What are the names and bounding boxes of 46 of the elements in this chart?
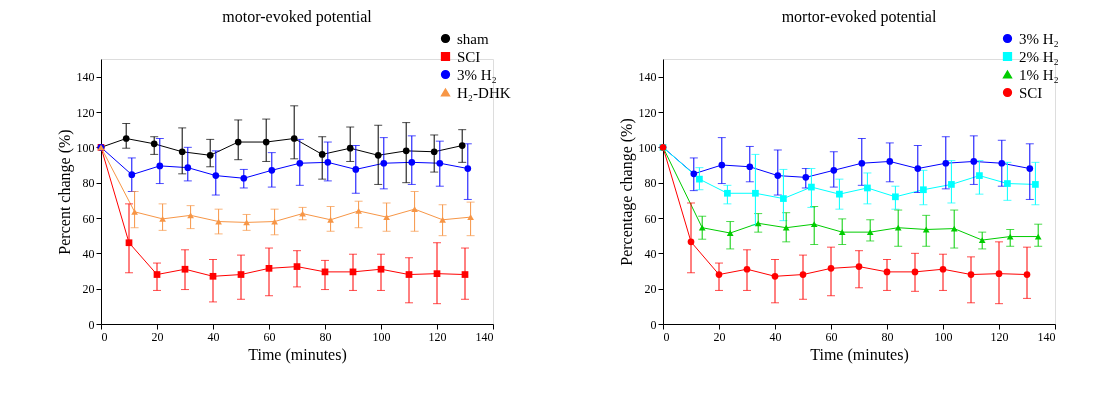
x-tick-label: 120 — [428, 329, 447, 344]
y-axis-title: Percent change (%) — [55, 129, 74, 255]
chart-title: mortor-evoked potential — [781, 8, 937, 26]
y-axis-title: Percentage change (%) — [617, 118, 636, 266]
x-tick-label: 80 — [319, 329, 332, 344]
y-tick-label: 120 — [638, 105, 657, 120]
x-tick-label: 80 — [881, 329, 894, 344]
y-tick-label: 140 — [638, 70, 657, 85]
y-tick-label: 60 — [82, 211, 95, 226]
y-tick-label: 20 — [82, 282, 95, 297]
y-tick-label: 120 — [76, 105, 95, 120]
y-tick-label: 60 — [644, 211, 657, 226]
x-axis-title: Time (minutes) — [248, 345, 347, 364]
legend-label: 3% H₂ — [457, 66, 497, 83]
legend-label: 1% H₂ — [1019, 66, 1059, 83]
y-tick-label: 40 — [82, 246, 95, 261]
legend-label: 2% H₂ — [1019, 48, 1059, 65]
x-tick-label: 60 — [263, 329, 276, 344]
legend-label: 3% H₂ — [1019, 30, 1059, 47]
y-tick-label: 100 — [76, 140, 95, 155]
y-tick-label: 0 — [650, 317, 657, 332]
y-tick-label: 20 — [644, 282, 657, 297]
legend-label: sham — [457, 30, 489, 47]
x-tick-label: 120 — [990, 329, 1009, 344]
x-tick-label: 100 — [372, 329, 391, 344]
x-tick-label: 20 — [713, 329, 726, 344]
y-tick-label: 140 — [76, 70, 95, 85]
x-tick-label: 140 — [1037, 329, 1056, 344]
y-tick-label: 0 — [88, 317, 95, 332]
x-tick-label: 20 — [151, 329, 164, 344]
chart-title: motor-evoked potential — [222, 8, 373, 26]
x-tick-label: 100 — [934, 329, 953, 344]
y-tick-label: 100 — [638, 140, 657, 155]
legend-label: SCI — [1019, 84, 1043, 101]
x-axis-title: Time (minutes) — [810, 345, 909, 364]
y-tick-label: 80 — [82, 176, 95, 191]
legend-label: H₂-DHK — [457, 84, 511, 101]
x-tick-label: 60 — [825, 329, 838, 344]
legend-label: SCI — [457, 48, 481, 65]
x-tick-label: 0 — [101, 329, 108, 344]
y-tick-label: 80 — [644, 176, 657, 191]
y-tick-label: 40 — [644, 246, 657, 261]
x-tick-label: 0 — [663, 329, 670, 344]
x-tick-label: 140 — [475, 329, 494, 344]
x-tick-label: 40 — [207, 329, 220, 344]
x-tick-label: 40 — [769, 329, 782, 344]
